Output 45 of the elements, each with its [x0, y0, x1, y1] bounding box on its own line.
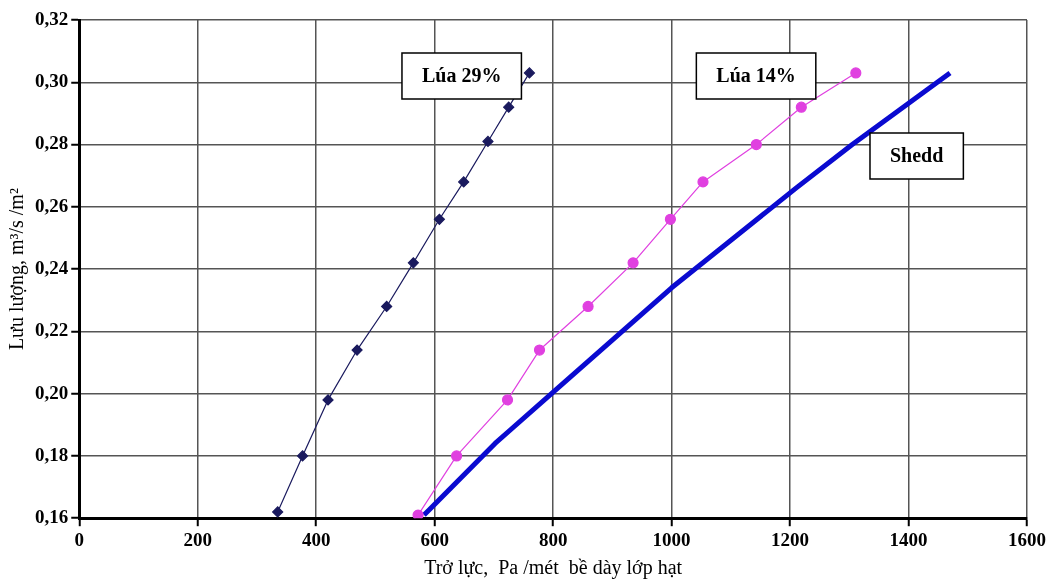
point: [433, 213, 445, 225]
point: [296, 450, 309, 462]
y-tick-label: 0,30: [35, 70, 69, 92]
x-tick-label: 0: [74, 528, 84, 550]
x-tick-label: 200: [183, 528, 212, 550]
x-tick-label: 1200: [771, 528, 810, 550]
x-tick-label: 1600: [1008, 528, 1046, 550]
series-label: Lúa 29%: [421, 64, 502, 87]
x-tick-label: 400: [301, 528, 331, 550]
point: [351, 344, 363, 356]
y-tick-label: 0,16: [35, 506, 69, 528]
point: [407, 257, 419, 269]
point: [450, 450, 463, 462]
x-tick-label: 800: [538, 528, 568, 550]
y-tick-label: 0,20: [35, 381, 69, 403]
point: [458, 176, 470, 188]
y-axis-title: Lưu lượng, m³/s /m²: [5, 188, 29, 351]
point: [664, 213, 677, 225]
point: [322, 394, 334, 406]
y-tick-label: 0,26: [35, 194, 69, 216]
point: [627, 257, 639, 269]
y-tick-label: 0,32: [35, 7, 69, 29]
point: [412, 509, 424, 519]
point: [482, 135, 494, 148]
x-tick-label: 600: [420, 528, 449, 550]
y-tick-label: 0,18: [35, 443, 69, 465]
series-label: Lúa 14%: [716, 64, 796, 87]
y-tick-label: 0,28: [35, 132, 69, 154]
point: [697, 176, 709, 188]
point: [503, 101, 515, 113]
series-label: Shedd: [889, 144, 944, 167]
point: [750, 138, 762, 151]
point: [501, 394, 514, 406]
x-axis-title: Trở lực, Pa /mét bề dày lớp hạt: [424, 556, 683, 580]
point: [850, 67, 862, 79]
point: [272, 506, 284, 518]
y-tick-label: 0,24: [35, 257, 69, 279]
point: [533, 344, 546, 356]
x-tick-label: 1400: [889, 528, 928, 550]
point: [582, 300, 594, 313]
x-tick-label: 1000: [652, 528, 691, 550]
point: [523, 67, 536, 79]
point: [381, 300, 393, 313]
y-tick-label: 0,22: [35, 319, 69, 341]
point: [795, 101, 807, 113]
